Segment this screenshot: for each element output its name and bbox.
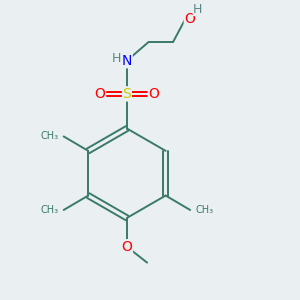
Text: O: O	[184, 12, 195, 26]
Text: CH₃: CH₃	[195, 205, 214, 215]
Text: H: H	[111, 52, 121, 65]
Text: CH₃: CH₃	[40, 131, 58, 141]
Text: O: O	[122, 240, 132, 254]
Text: O: O	[95, 87, 106, 101]
Text: CH₃: CH₃	[40, 205, 58, 215]
Text: N: N	[122, 54, 132, 68]
Text: S: S	[123, 87, 131, 101]
Text: H: H	[193, 3, 202, 16]
Text: O: O	[148, 87, 159, 101]
